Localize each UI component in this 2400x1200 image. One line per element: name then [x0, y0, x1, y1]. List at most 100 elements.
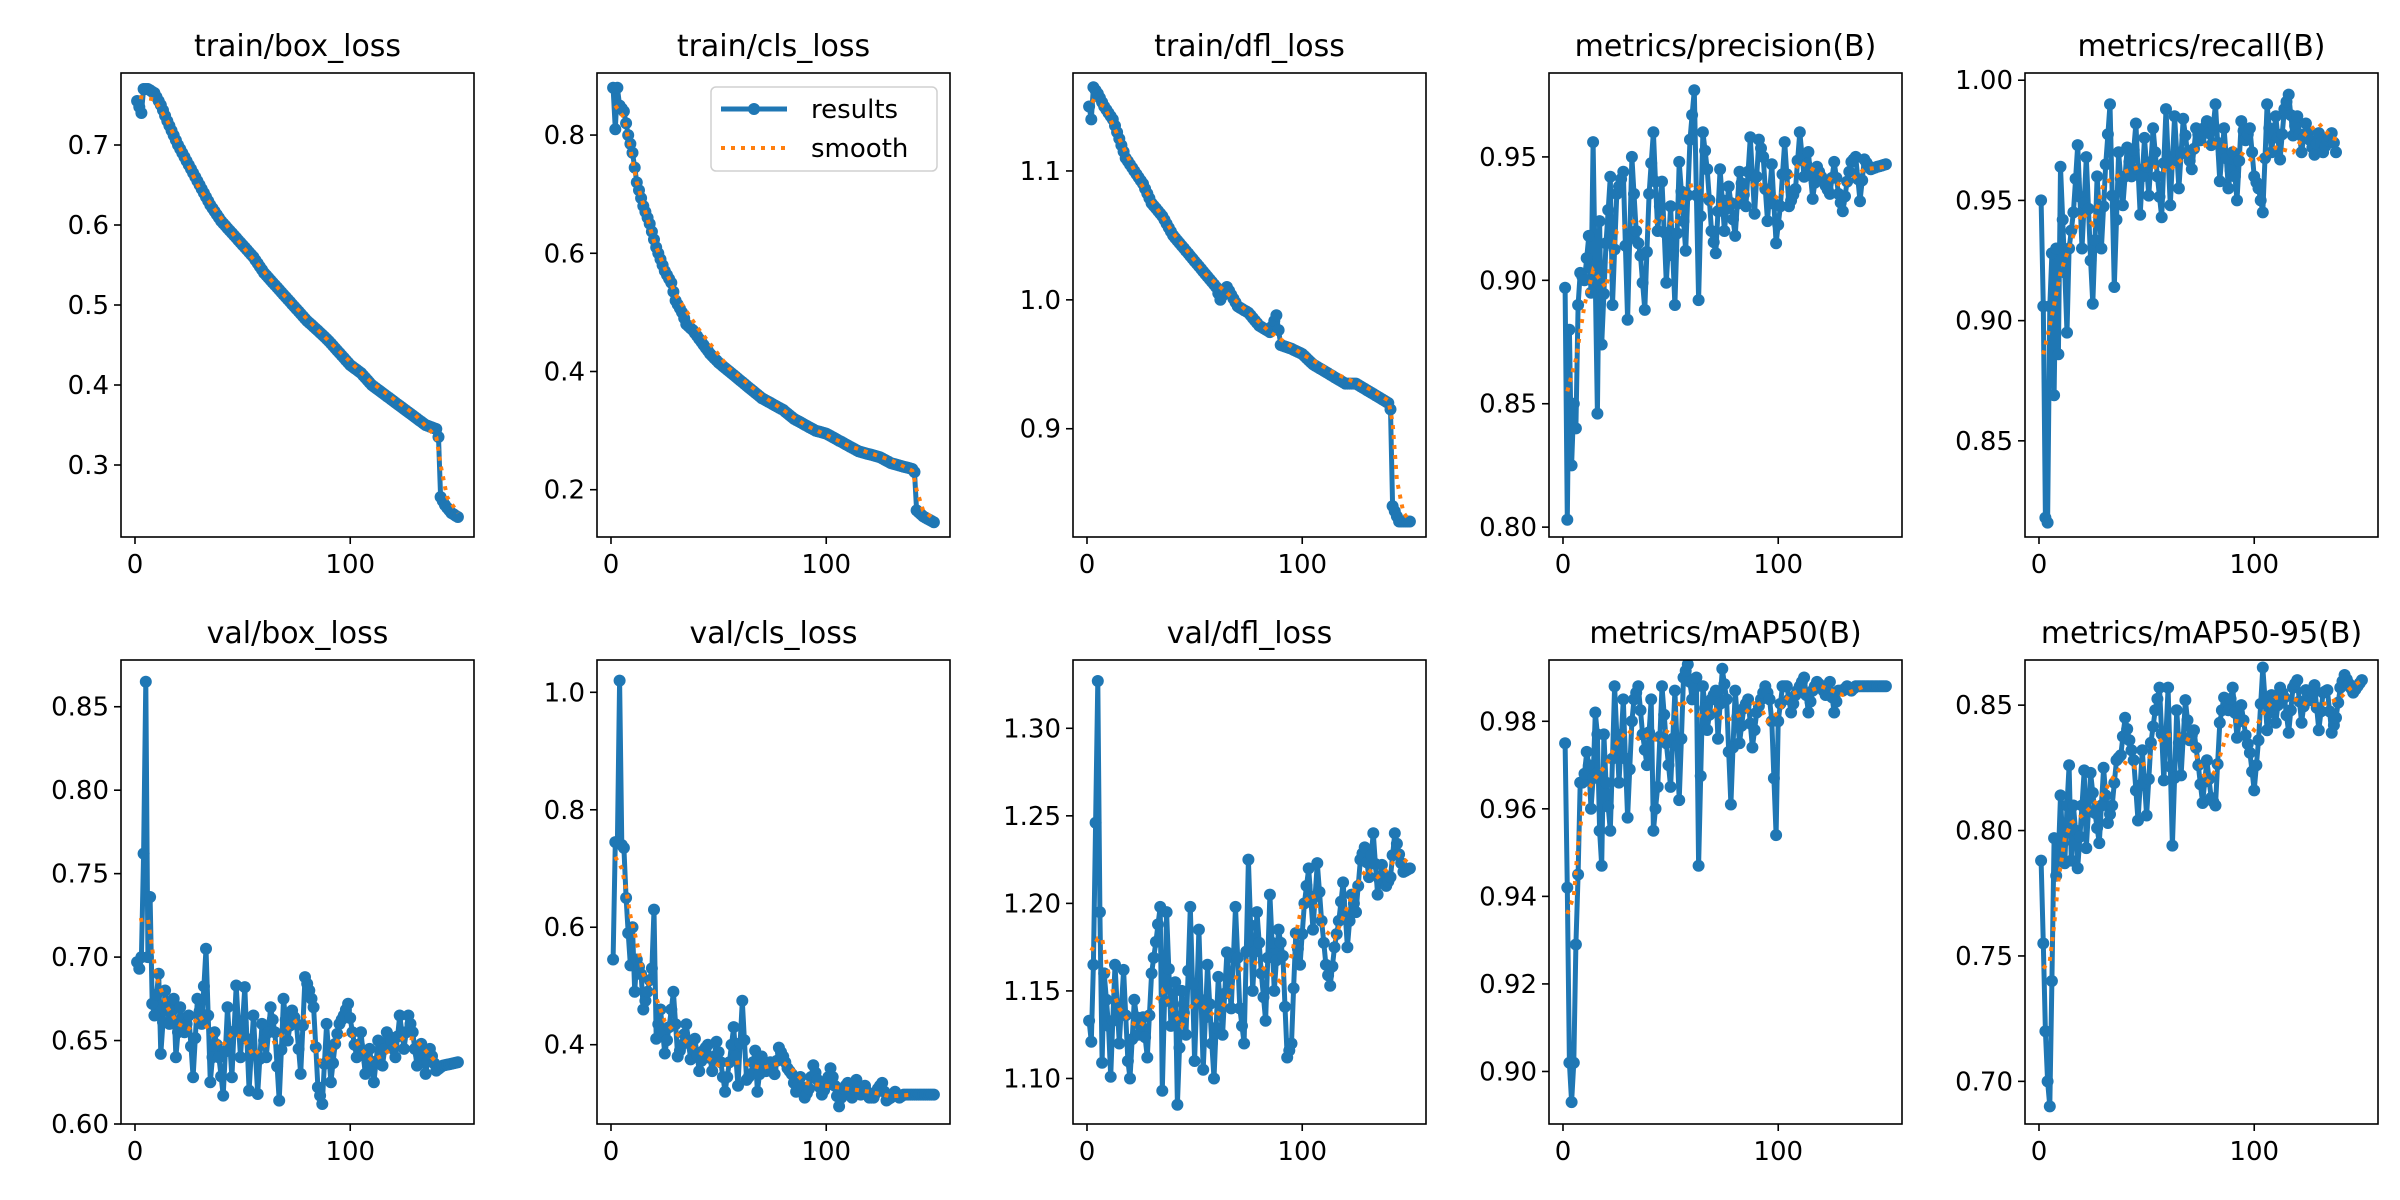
- data-point: [1686, 109, 1699, 121]
- data-point: [1748, 207, 1761, 220]
- data-point: [1167, 998, 1180, 1011]
- data-point: [266, 1013, 279, 1026]
- data-point: [1673, 155, 1686, 168]
- data-point: [2134, 208, 2147, 221]
- data-point: [1800, 158, 1813, 171]
- subplot-val-cls-loss: val/cls_loss 0 100 0.4 0.6 0.8 1.0: [544, 616, 951, 1167]
- data-point: [1208, 1072, 1220, 1085]
- data-point: [1173, 1041, 1186, 1054]
- data-point: [1636, 276, 1649, 289]
- y-tick-label: 0.80: [1479, 513, 1537, 543]
- data-point: [1656, 175, 1668, 188]
- results-markers: [607, 81, 940, 529]
- data-point: [2177, 112, 2190, 125]
- y-tick-label: 0.70: [1955, 1067, 2013, 1097]
- data-point: [217, 1089, 230, 1102]
- data-point: [2041, 516, 2054, 529]
- subplot-title: metrics/recall(B): [2077, 29, 2325, 64]
- data-point: [2160, 103, 2172, 116]
- data-point: [268, 1026, 281, 1039]
- data-point: [1621, 313, 1634, 326]
- y-tick-label: 0.75: [51, 860, 109, 890]
- data-point: [2097, 761, 2110, 774]
- data-point: [2048, 389, 2061, 402]
- data-point: [1830, 171, 1843, 184]
- data-point: [1593, 215, 1606, 228]
- data-point: [2099, 789, 2112, 802]
- y-tick-label: 0.4: [544, 1031, 585, 1061]
- y-tick-label: 0.65: [51, 1027, 109, 1057]
- data-point: [1690, 671, 1703, 684]
- data-point: [2089, 234, 2101, 247]
- data-point: [710, 1035, 723, 1048]
- data-point: [355, 1026, 367, 1039]
- data-point: [2321, 684, 2334, 697]
- data-point: [1696, 126, 1709, 139]
- data-point: [389, 1051, 402, 1064]
- data-point: [182, 1009, 195, 1022]
- subplot-metrics-map50-95-b: metrics/mAP50-95(B) 0 100 0.70 0.75 0.80 0.85: [1955, 616, 2379, 1167]
- data-point: [2080, 151, 2093, 164]
- data-point: [1780, 168, 1793, 181]
- subplot-title: train/box_loss: [194, 29, 401, 64]
- data-point: [2136, 744, 2149, 757]
- data-point: [1597, 728, 1610, 741]
- data-point: [320, 1017, 333, 1030]
- data-point: [2149, 146, 2162, 159]
- data-point: [611, 81, 624, 94]
- y-tick-label: 1.25: [1003, 802, 1061, 832]
- data-point: [738, 1034, 751, 1047]
- subplot-val-box-loss: val/box_loss 0 100 0.60 0.65 0.70 0.75 0.80 0.85: [51, 616, 475, 1167]
- data-point: [144, 891, 157, 903]
- data-point: [342, 997, 355, 1010]
- data-point: [688, 1032, 701, 1045]
- data-point: [2209, 98, 2222, 111]
- data-point: [1238, 1037, 1251, 1050]
- data-point: [2035, 194, 2048, 207]
- data-point: [281, 1034, 294, 1047]
- data-point: [1375, 858, 1388, 871]
- data-point: [1578, 274, 1591, 287]
- data-point: [2235, 699, 2248, 712]
- data-point: [1668, 684, 1681, 697]
- axes-frame: [120, 659, 475, 1125]
- data-point: [219, 1045, 232, 1058]
- data-point: [1699, 144, 1712, 157]
- data-point: [1272, 324, 1285, 337]
- data-point: [1156, 1084, 1169, 1097]
- data-point: [1658, 226, 1671, 239]
- data-point: [1645, 693, 1658, 706]
- data-point: [2142, 773, 2155, 786]
- data-point: [1311, 857, 1324, 870]
- plot-area: [607, 81, 940, 529]
- data-point: [1701, 724, 1714, 736]
- data-point: [2054, 789, 2067, 802]
- data-point: [1582, 229, 1595, 242]
- data-point: [2095, 242, 2108, 255]
- data-point: [1569, 938, 1582, 951]
- y-tick-label: 0.92: [1479, 970, 1537, 1000]
- subplot-title: val/dfl_loss: [1167, 616, 1332, 651]
- data-point: [2071, 139, 2084, 152]
- data-point: [2170, 704, 2183, 717]
- data-point: [275, 1043, 288, 1056]
- data-point: [1569, 422, 1582, 435]
- x-tick-label: 100: [325, 550, 375, 580]
- data-point: [1823, 675, 1836, 688]
- data-point: [210, 1038, 223, 1051]
- data-point: [191, 992, 204, 1005]
- data-point: [2211, 136, 2224, 149]
- data-point: [2190, 741, 2203, 754]
- data-point: [1625, 715, 1638, 728]
- data-point: [1317, 936, 1330, 949]
- y-tick-label: 0.95: [1955, 186, 2013, 216]
- data-point: [2250, 759, 2263, 772]
- data-point: [2308, 679, 2321, 692]
- y-tick-label: 0.60: [51, 1110, 109, 1140]
- data-point: [1296, 928, 1309, 940]
- data-point: [1647, 126, 1660, 139]
- data-point: [2315, 705, 2327, 718]
- data-point: [1608, 680, 1621, 693]
- data-point: [159, 984, 172, 997]
- y-tick-label: 0.96: [1479, 795, 1537, 825]
